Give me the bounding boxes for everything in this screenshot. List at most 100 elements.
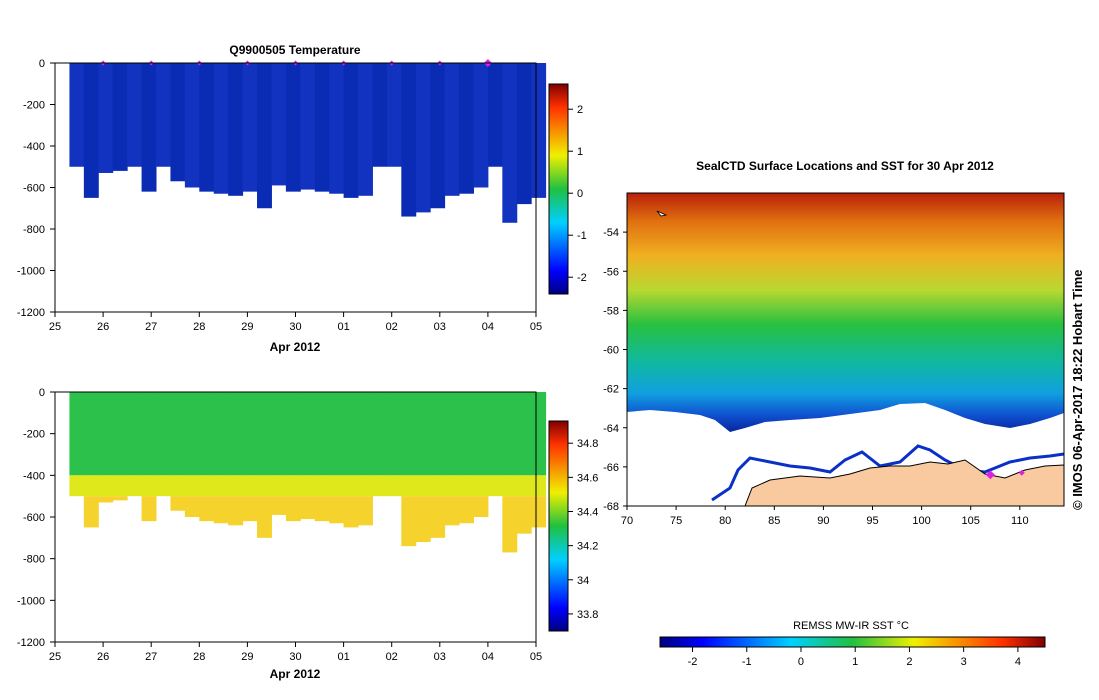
salinity-cell <box>285 475 301 497</box>
salinity-cell <box>516 496 532 534</box>
colorbar-tick-label: 34.4 <box>577 506 598 518</box>
salinity-cell <box>271 496 287 515</box>
map-marker-icon <box>656 210 668 217</box>
map-x-tick-label: 105 <box>962 515 980 527</box>
colorbar-tick-label: -1 <box>577 230 587 242</box>
temperature-section <box>69 59 547 223</box>
seal-location-marker <box>1018 469 1025 476</box>
temperature-profile <box>415 63 431 213</box>
x-tick-label: 29 <box>241 651 253 663</box>
salinity-cell <box>184 475 200 497</box>
salinity-cell <box>430 392 446 476</box>
salinity-cell <box>112 392 128 476</box>
map-axes: 70 75 80 85 90 95 100 105 110 -54 -56 -58 -60 -62 -64 -… <box>603 227 1028 527</box>
sst-colorbar-tick-label: 4 <box>1015 656 1021 668</box>
salinity-cell <box>329 392 345 476</box>
x-tick-label: 25 <box>49 651 61 663</box>
y-tick-label: -200 <box>23 429 45 441</box>
x-tick-label: 26 <box>97 321 109 333</box>
salinity-cell <box>285 496 301 522</box>
temperature-profile <box>69 63 85 167</box>
map-y-tick-label: -64 <box>603 423 619 435</box>
y-tick-label: -800 <box>23 554 45 566</box>
salinity-cell <box>141 392 157 476</box>
salinity-cell <box>300 496 316 520</box>
salinity-cell <box>358 392 373 476</box>
map-y-tick-label: -60 <box>603 345 619 357</box>
salinity-cell <box>502 496 518 553</box>
temperature-profile <box>112 63 128 171</box>
salinity-cell <box>444 496 460 526</box>
salinity-cell <box>300 475 316 497</box>
salinity-cell <box>83 496 99 528</box>
salinity-cell <box>199 475 215 497</box>
x-tick-label: 01 <box>337 651 349 663</box>
temperature-profile <box>516 63 532 205</box>
y-tick-label: -400 <box>23 141 45 153</box>
salinity-cell <box>516 392 532 476</box>
salinity-cell <box>213 392 229 476</box>
temperature-profile <box>300 63 316 190</box>
colorbar-tick-label: 33.8 <box>577 609 598 621</box>
colorbar-tick-label: 2 <box>577 104 583 116</box>
salinity-cell <box>415 392 431 476</box>
y-tick-label: -600 <box>23 183 45 195</box>
x-tick-label: 01 <box>337 321 349 333</box>
temperature-profile <box>141 63 157 192</box>
map-x-tick-label: 100 <box>912 515 930 527</box>
salinity-cell <box>127 475 143 497</box>
temperature-profile <box>83 63 99 198</box>
map-title: SealCTD Surface Locations and SST for 30… <box>696 159 994 173</box>
sst-map <box>627 193 1064 506</box>
salinity-cell <box>386 475 402 497</box>
temperature-profile <box>199 63 215 192</box>
salinity-cell <box>459 392 474 476</box>
temperature-axes: 25 26 27 28 29 30 01 02 03 04 05 0 -200 -400 -600 -800 -… <box>17 58 542 333</box>
salinity-cell <box>531 496 547 528</box>
y-tick-label: -400 <box>23 470 45 482</box>
salinity-cell <box>343 496 359 528</box>
salinity-cell <box>83 392 99 476</box>
temperature-profile <box>473 63 489 188</box>
y-tick-label: -1200 <box>17 307 45 319</box>
temperature-profile <box>170 63 186 182</box>
temperature-profile <box>257 63 272 209</box>
temperature-profile <box>329 63 345 194</box>
y-tick-label: -200 <box>23 100 45 112</box>
colorbar-tick-label: 34.8 <box>577 438 598 450</box>
temperature-profile <box>271 63 287 186</box>
map-y-tick-label: -58 <box>603 305 619 317</box>
temperature-profile <box>242 63 258 192</box>
salinity-cell <box>314 475 330 497</box>
temperature-profile <box>401 63 417 217</box>
salinity-cell <box>358 475 373 497</box>
x-tick-label: 02 <box>386 321 398 333</box>
salinity-cell <box>228 496 244 526</box>
salinity-cell <box>459 475 474 497</box>
colorbar-tick-label: 34.6 <box>577 472 598 484</box>
temperature-profile <box>386 63 402 167</box>
temperature-profile <box>358 63 373 196</box>
y-tick-label: -600 <box>23 512 45 524</box>
salinity-cell <box>502 475 518 497</box>
salinity-cell <box>156 475 171 497</box>
temperature-profile <box>285 63 301 192</box>
colorbar-tick-label: 34.2 <box>577 541 598 553</box>
salinity-cell <box>127 392 143 476</box>
y-tick-label: -1000 <box>17 266 45 278</box>
x-tick-label: 03 <box>434 321 446 333</box>
salinity-cell <box>473 496 489 517</box>
temperature-profile <box>459 63 474 194</box>
colorbar-tick-label: 0 <box>577 188 583 200</box>
salinity-cell <box>314 496 330 522</box>
y-tick-label: 0 <box>39 58 45 70</box>
salinity-cell <box>141 496 157 522</box>
temperature-profile <box>98 63 114 173</box>
map-y-tick-label: -56 <box>603 266 619 278</box>
salinity-cell <box>415 475 431 497</box>
salinity-cell <box>372 392 388 476</box>
salinity-cell <box>343 392 359 476</box>
sst-colorbar-tick-label: -2 <box>688 656 698 668</box>
temperature-profile <box>502 63 518 223</box>
